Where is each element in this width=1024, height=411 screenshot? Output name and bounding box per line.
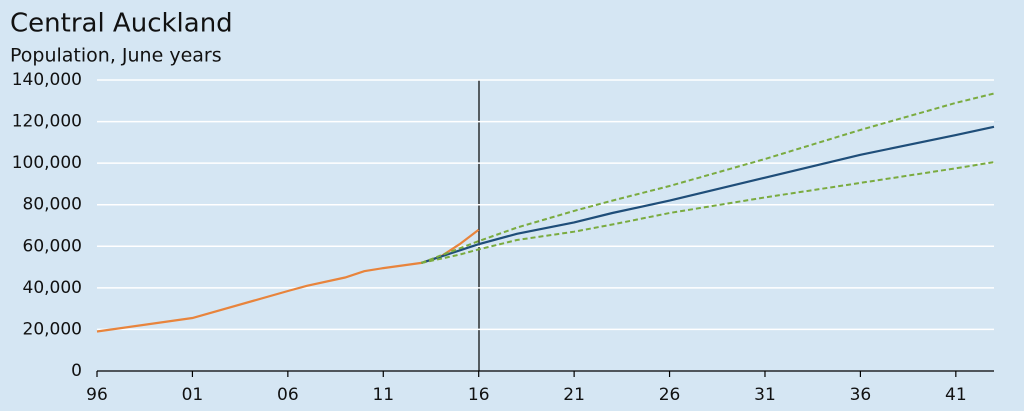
chart-title: Central Auckland [10, 9, 233, 39]
y-tick-label: 0 [71, 361, 82, 381]
x-tick-label: 96 [86, 385, 108, 405]
y-tick-label: 60,000 [23, 236, 82, 256]
chart-subtitle: Population, June years [10, 45, 222, 67]
series-line [421, 161, 995, 264]
x-tick-label: 01 [182, 385, 204, 405]
x-tick-label: 41 [945, 385, 967, 405]
x-tick-label: 11 [372, 385, 394, 405]
x-tick-label: 36 [850, 385, 872, 405]
y-tick-label: 20,000 [23, 319, 82, 339]
x-tick-label: 16 [468, 385, 490, 405]
x-tick-label: 31 [754, 385, 776, 405]
y-tick-label: 100,000 [12, 153, 82, 173]
y-tick-label: 140,000 [12, 70, 82, 90]
y-tick-label: 80,000 [23, 195, 82, 215]
series-line [421, 92, 995, 264]
y-tick-label: 40,000 [23, 278, 82, 298]
x-tick-label: 06 [277, 385, 299, 405]
x-tick-label: 21 [563, 385, 585, 405]
y-tick-label: 120,000 [12, 112, 82, 132]
x-tick-label: 26 [659, 385, 681, 405]
series-line [421, 125, 995, 264]
